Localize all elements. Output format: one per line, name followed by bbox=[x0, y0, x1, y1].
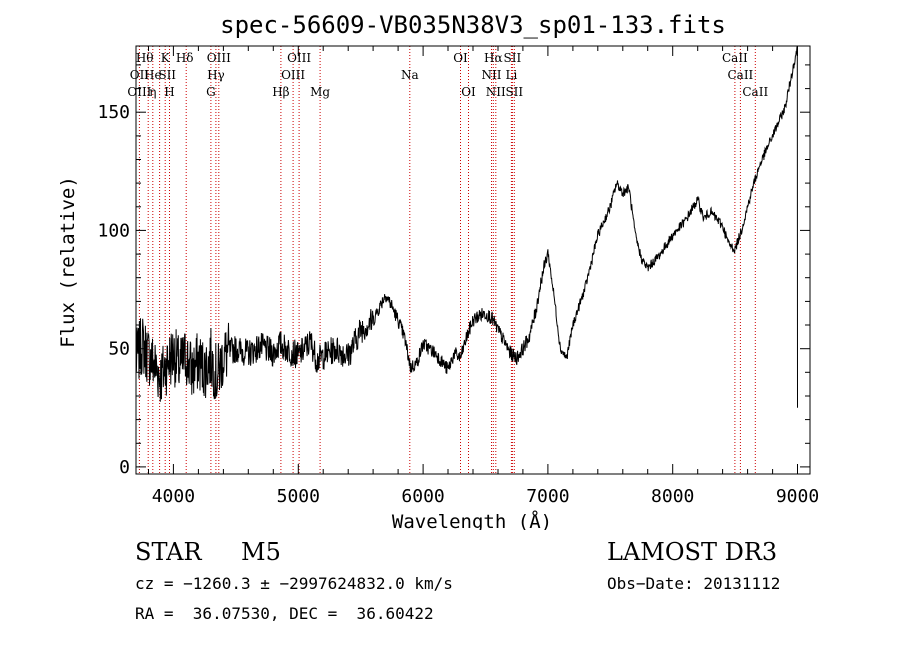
coordinates: RA = 36.07530, DEC = 36.60422 bbox=[135, 604, 434, 623]
line-label: OIII bbox=[127, 85, 151, 99]
x-tick-label: 8000 bbox=[651, 486, 694, 507]
line-label: SII bbox=[504, 51, 522, 65]
observation-date: Obs−Date: 20131112 bbox=[607, 574, 781, 593]
line-label: OI bbox=[453, 51, 468, 65]
x-tick-label: 4000 bbox=[152, 486, 195, 507]
line-label: SII bbox=[158, 68, 176, 82]
line-label: Hα bbox=[484, 51, 503, 65]
object-class: STAR bbox=[135, 538, 202, 566]
x-tick-label: 9000 bbox=[776, 486, 819, 507]
survey-name: LAMOST DR3 bbox=[607, 538, 778, 566]
y-tick-label: 100 bbox=[97, 220, 130, 241]
line-label: OIII bbox=[207, 51, 231, 65]
x-axis-ticks: 4000 5000 6000 7000 8000 9000 bbox=[148, 46, 819, 507]
chart-title: spec-56609-VB035N38V3_sp01-133.fits bbox=[220, 11, 726, 39]
y-tick-label: 0 bbox=[119, 457, 130, 478]
plot-frame bbox=[135, 45, 811, 475]
spectrum-chart: spec-56609-VB035N38V3_sp01-133.fits Hθ K H… bbox=[57, 11, 819, 530]
line-label: CaII bbox=[742, 85, 768, 99]
line-label: Hβ bbox=[272, 85, 289, 99]
line-label: NII bbox=[482, 68, 502, 82]
line-label: H bbox=[164, 85, 174, 99]
object-subclass: M5 bbox=[241, 538, 281, 566]
redshift-velocity: cz = −1260.3 ± −2997624832.0 km/s bbox=[135, 574, 453, 593]
x-tick-label: 7000 bbox=[526, 486, 569, 507]
line-label: OI bbox=[461, 85, 476, 99]
line-label: K bbox=[161, 51, 171, 65]
line-label: NII bbox=[486, 85, 506, 99]
line-label: CaII bbox=[727, 68, 753, 82]
line-label: OII bbox=[130, 68, 150, 82]
line-label: SII bbox=[505, 85, 523, 99]
line-label: η bbox=[149, 85, 156, 99]
line-label: G bbox=[206, 85, 216, 99]
line-label: Hγ bbox=[207, 68, 225, 82]
x-tick-label: 5000 bbox=[277, 486, 320, 507]
line-label: OIII bbox=[287, 51, 311, 65]
line-label: Na bbox=[401, 68, 419, 82]
spectrum-line bbox=[135, 45, 798, 408]
x-axis-label: Wavelength (Å) bbox=[392, 510, 552, 530]
line-label: He bbox=[144, 68, 162, 82]
line-label: Hθ bbox=[136, 51, 154, 65]
line-label: Hδ bbox=[176, 51, 194, 65]
line-label: Li bbox=[505, 68, 517, 82]
line-markers bbox=[138, 46, 756, 474]
y-axis-label: Flux (relative) bbox=[57, 176, 79, 348]
y-tick-label: 150 bbox=[97, 102, 130, 123]
y-axis-ticks: 0 50 100 150 bbox=[97, 64, 810, 478]
line-label: CaII bbox=[722, 51, 748, 65]
line-label: OIII bbox=[281, 68, 305, 82]
y-tick-label: 50 bbox=[108, 339, 130, 360]
x-tick-label: 6000 bbox=[401, 486, 444, 507]
line-label: Mg bbox=[310, 85, 330, 99]
